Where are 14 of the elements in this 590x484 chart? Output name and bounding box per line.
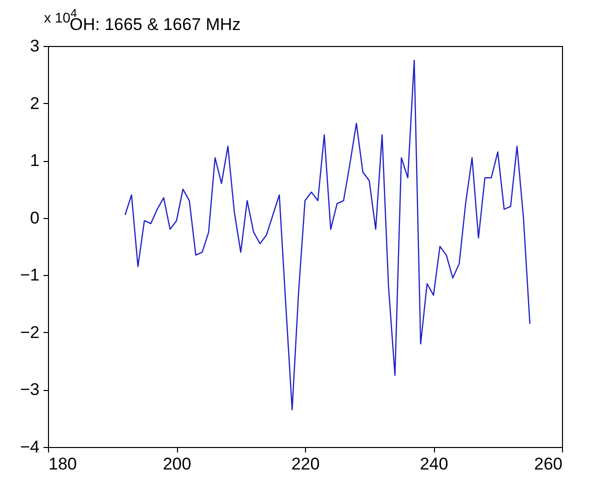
y-tick-label: 0 [30,208,40,228]
x-tick-label: 240 [420,454,448,474]
x-tick-label: 220 [291,454,320,474]
x-tick-label: 180 [48,454,77,474]
line-series [124,60,530,410]
x-tick-label: 260 [534,454,562,474]
y-tick-label: 1 [30,151,40,170]
y-tick-label: −2 [20,322,40,342]
y-tick-label: 3 [30,36,40,56]
y-tick-label: 2 [30,94,40,113]
y-tick-label: −1 [20,266,40,285]
x-tick-label: 200 [162,454,192,474]
y-tick-label: −3 [20,380,40,400]
y-tick-label: −4 [20,438,40,456]
